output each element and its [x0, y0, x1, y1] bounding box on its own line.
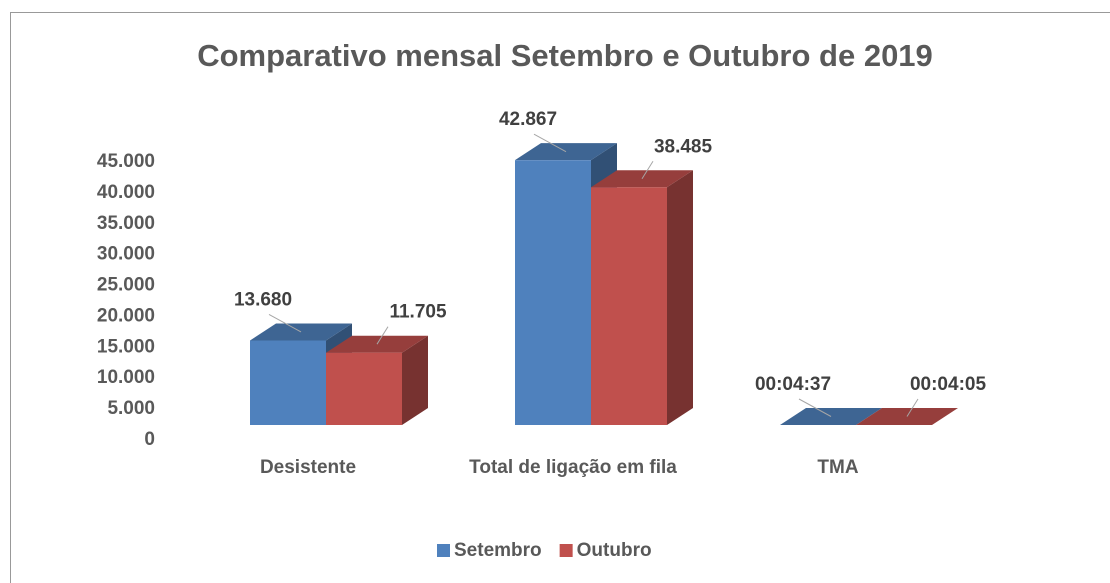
y-tick-label: 30.000	[97, 244, 155, 265]
bar-side	[667, 170, 693, 425]
data-label: 11.705	[389, 302, 446, 323]
data-label: 00:04:05	[910, 374, 986, 395]
leader-line	[798, 398, 832, 417]
data-label: 42.867	[499, 109, 557, 130]
bar	[591, 187, 667, 425]
y-tick-label: 20.000	[97, 305, 155, 326]
legend-label: Setembro	[454, 540, 542, 561]
x-tick-label: Total de ligação em fila	[469, 457, 677, 478]
leader-line	[641, 160, 654, 180]
legend-label: Outubro	[577, 540, 652, 561]
bar-side	[402, 335, 428, 425]
leader-line	[376, 326, 389, 345]
y-tick-label: 25.000	[97, 275, 155, 296]
chart-title: Comparativo mensal Setembro e Outubro de…	[197, 38, 933, 73]
legend-swatch	[437, 544, 450, 557]
y-tick-label: 10.000	[97, 367, 155, 388]
data-label: 38.485	[654, 136, 713, 157]
x-tick-label: TMA	[817, 457, 859, 478]
y-tick-label: 5.000	[107, 398, 155, 419]
leader-line	[268, 314, 302, 333]
y-tick-label: 15.000	[97, 336, 155, 357]
leader-line	[906, 398, 919, 417]
bar	[326, 352, 402, 425]
bar	[515, 160, 591, 426]
y-tick-label: 0	[144, 429, 155, 450]
legend-swatch	[559, 544, 573, 557]
y-tick-label: 40.000	[97, 182, 155, 203]
x-tick-label: Desistente	[259, 457, 357, 478]
leader-line	[533, 133, 567, 153]
bar	[250, 340, 326, 425]
data-label: 13.680	[234, 290, 292, 311]
y-tick-label: 35.000	[97, 213, 155, 234]
y-tick-label: 45.000	[97, 151, 155, 172]
data-label: 00:04:37	[755, 374, 831, 395]
